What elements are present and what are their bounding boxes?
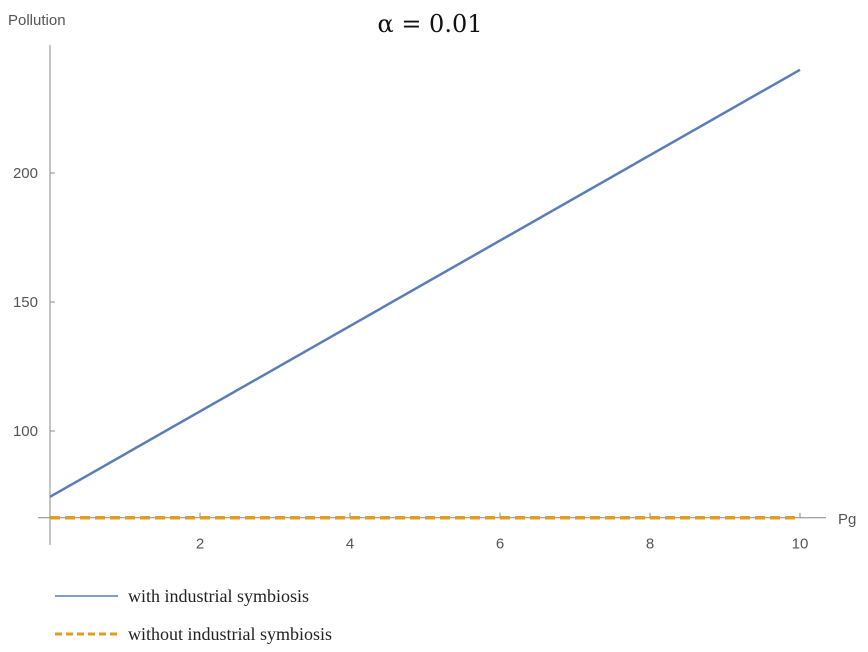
legend-label-with-symbiosis: with industrial symbiosis [128, 586, 309, 606]
legend-label-without-symbiosis: without industrial symbiosis [128, 624, 332, 644]
y-tick-label: 150 [13, 294, 38, 311]
y-axis-label: Pollution [8, 12, 66, 29]
x-tick-label: 6 [496, 536, 504, 553]
x-tick-label: 2 [196, 536, 204, 553]
axis-ticks: 2 4 6 8 10 100 150 200 [13, 165, 808, 553]
x-tick-label: 8 [646, 536, 654, 553]
x-tick-label: 10 [792, 536, 809, 553]
y-tick-label: 100 [13, 423, 38, 440]
series-layer [49, 68, 801, 520]
x-axis-label: Pg [838, 511, 856, 528]
series-line-with-symbiosis [49, 68, 801, 498]
chart-title: α = 0.01 [377, 10, 482, 38]
x-tick-label: 4 [346, 536, 354, 553]
y-tick-label: 200 [13, 165, 38, 182]
legend: with industrial symbiosis without indust… [55, 586, 332, 644]
